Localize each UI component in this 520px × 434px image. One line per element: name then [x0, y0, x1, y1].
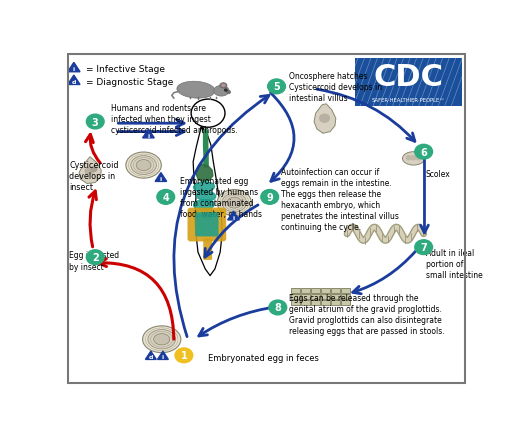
Text: d: d: [72, 80, 76, 85]
Circle shape: [86, 115, 104, 130]
FancyBboxPatch shape: [321, 288, 330, 293]
FancyBboxPatch shape: [203, 239, 212, 260]
Circle shape: [91, 168, 97, 172]
Text: = Diagnostic Stage: = Diagnostic Stage: [86, 78, 173, 87]
Text: Humans and rodents are
infected when they ingest
cysticercoid-infected arthropod: Humans and rodents are infected when the…: [111, 103, 238, 135]
FancyBboxPatch shape: [355, 59, 462, 107]
Text: d: d: [149, 355, 153, 360]
Text: 9: 9: [266, 192, 273, 202]
FancyBboxPatch shape: [311, 294, 320, 299]
Circle shape: [225, 90, 227, 92]
Ellipse shape: [136, 160, 151, 171]
Ellipse shape: [197, 209, 216, 219]
FancyBboxPatch shape: [331, 294, 340, 299]
FancyBboxPatch shape: [195, 213, 218, 237]
Text: Oncosphere hatches
Cysticercoid develops in
intestinal villus: Oncosphere hatches Cysticercoid develops…: [289, 72, 382, 103]
Text: i: i: [73, 67, 75, 72]
Ellipse shape: [222, 194, 246, 213]
Circle shape: [86, 250, 104, 265]
Text: Autoinfection can occur if
eggs remain in the intestine.
The eggs then release t: Autoinfection can occur if eggs remain i…: [281, 168, 398, 232]
Polygon shape: [142, 130, 154, 138]
Ellipse shape: [402, 152, 425, 166]
Text: 5: 5: [273, 82, 280, 92]
Polygon shape: [79, 158, 101, 184]
Ellipse shape: [220, 83, 227, 89]
Text: i: i: [232, 215, 235, 220]
Ellipse shape: [148, 330, 176, 349]
Polygon shape: [158, 352, 168, 360]
Circle shape: [227, 92, 230, 94]
Text: = Infective Stage: = Infective Stage: [86, 65, 165, 74]
FancyBboxPatch shape: [291, 288, 300, 293]
FancyBboxPatch shape: [291, 300, 300, 306]
Ellipse shape: [177, 82, 215, 99]
Ellipse shape: [154, 334, 170, 345]
Circle shape: [261, 190, 279, 205]
Text: i: i: [160, 177, 162, 182]
FancyBboxPatch shape: [341, 288, 350, 293]
Polygon shape: [314, 105, 336, 134]
Text: 8: 8: [275, 303, 281, 313]
FancyBboxPatch shape: [331, 288, 340, 293]
Ellipse shape: [193, 182, 214, 192]
Ellipse shape: [197, 192, 216, 201]
Polygon shape: [155, 173, 167, 182]
Circle shape: [415, 145, 433, 160]
FancyBboxPatch shape: [188, 208, 226, 242]
Text: Embryonated egg in feces: Embryonated egg in feces: [208, 353, 319, 362]
Circle shape: [416, 156, 421, 160]
FancyBboxPatch shape: [291, 294, 300, 299]
Text: Embryonated egg
ingested by humans
from contaminated
food, water, or hands: Embryonated egg ingested by humans from …: [180, 176, 262, 219]
Polygon shape: [146, 352, 157, 360]
Text: SAFER·HEALTHIER·PEOPLE™: SAFER·HEALTHIER·PEOPLE™: [372, 98, 445, 103]
Text: 2: 2: [92, 253, 99, 263]
Circle shape: [85, 168, 93, 175]
Text: i: i: [147, 133, 149, 138]
FancyBboxPatch shape: [311, 300, 320, 306]
Text: Eggs can be released through the
genital atrium of the gravid proglottids.
Gravi: Eggs can be released through the genital…: [289, 293, 444, 335]
Circle shape: [175, 348, 193, 363]
FancyBboxPatch shape: [321, 300, 330, 306]
FancyBboxPatch shape: [331, 300, 340, 306]
Text: 6: 6: [420, 148, 427, 157]
Text: i: i: [162, 355, 164, 360]
Circle shape: [268, 80, 285, 95]
Text: Egg ingested
by insect: Egg ingested by insect: [69, 251, 119, 271]
Circle shape: [157, 190, 175, 205]
Polygon shape: [68, 63, 80, 72]
FancyBboxPatch shape: [301, 294, 310, 299]
FancyBboxPatch shape: [341, 300, 350, 306]
FancyBboxPatch shape: [301, 300, 310, 306]
Polygon shape: [196, 164, 213, 182]
Text: 4: 4: [162, 192, 169, 202]
Text: 1: 1: [180, 351, 187, 361]
Circle shape: [411, 156, 416, 160]
Text: Cysticercoid
develops in
insect: Cysticercoid develops in insect: [69, 160, 119, 191]
Text: 3: 3: [92, 117, 99, 127]
Circle shape: [415, 240, 433, 255]
Text: 7: 7: [420, 243, 427, 253]
Polygon shape: [228, 212, 239, 220]
Text: Adult in ileal
portion of
small intestine: Adult in ileal portion of small intestin…: [426, 249, 483, 280]
Circle shape: [269, 300, 287, 315]
Text: CDC: CDC: [373, 62, 444, 92]
Text: Scolex: Scolex: [426, 170, 450, 178]
Ellipse shape: [131, 156, 157, 175]
Ellipse shape: [217, 190, 251, 216]
Polygon shape: [68, 76, 80, 85]
FancyBboxPatch shape: [321, 294, 330, 299]
Ellipse shape: [126, 153, 161, 179]
Circle shape: [320, 115, 329, 123]
FancyBboxPatch shape: [311, 288, 320, 293]
Ellipse shape: [214, 86, 229, 97]
FancyBboxPatch shape: [301, 288, 310, 293]
FancyBboxPatch shape: [341, 294, 350, 299]
Circle shape: [406, 156, 411, 160]
Ellipse shape: [227, 197, 241, 209]
Ellipse shape: [142, 326, 181, 353]
Ellipse shape: [222, 85, 225, 88]
Ellipse shape: [193, 200, 214, 210]
